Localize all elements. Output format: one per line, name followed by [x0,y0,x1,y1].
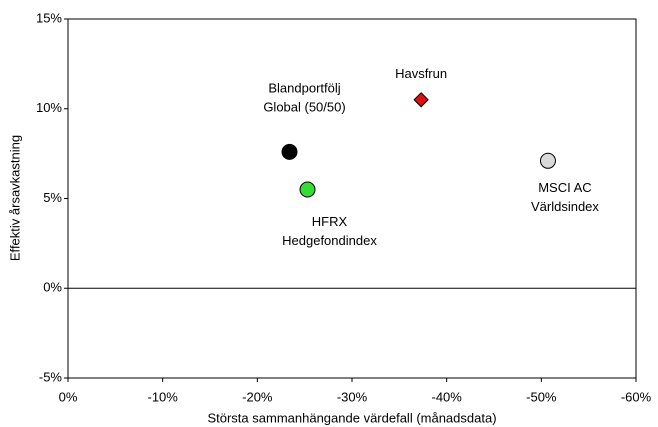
x-tick-label: -10% [147,389,178,404]
point-label: Blandportfölj [268,80,340,95]
point [413,92,429,108]
point-label: Världsindex [531,199,599,214]
y-tick-label: 10% [36,100,62,115]
point [281,143,298,160]
x-tick-label: -40% [431,389,462,404]
point-label: Havsfrun [395,66,447,81]
y-axis-title: Effektiv årsavkastning [7,135,22,261]
x-tick-label: -60% [621,389,652,404]
y-tick-label: -5% [39,369,63,384]
y-tick-label: 15% [36,10,62,25]
point-label: HFRX [312,214,348,229]
x-tick-label: -20% [242,389,273,404]
y-tick-label: 0% [43,280,62,295]
x-tick-label: -30% [337,389,368,404]
point [299,181,316,198]
point-label: Global (50/50) [263,99,345,114]
point-label: Hedgefondindex [282,233,377,248]
point-label: MSCI AC [538,180,591,195]
x-tick-label: 0% [59,389,78,404]
x-tick-label: -50% [526,389,557,404]
x-axis-title: Största sammanhängande värdefall (månads… [207,410,496,425]
point [539,152,556,169]
y-tick-label: 5% [43,190,62,205]
